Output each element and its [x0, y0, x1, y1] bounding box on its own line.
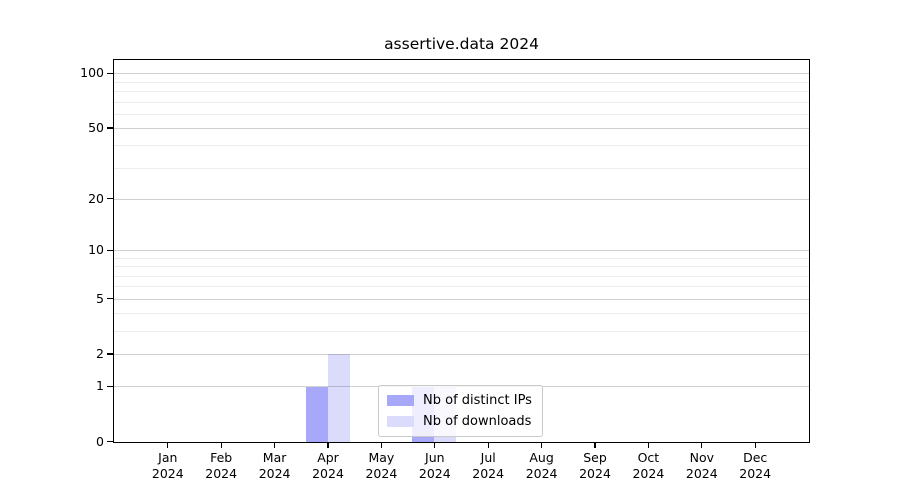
x-tick-mark: [647, 443, 650, 448]
x-tick-mark: [701, 443, 703, 448]
x-tick-mark: [220, 443, 222, 448]
y-major-gridline: [114, 73, 809, 75]
y-tick-label: 2: [96, 345, 104, 361]
bar-downloads: [327, 354, 350, 442]
x-tick-label: Apr 2024: [312, 450, 344, 481]
y-minor-gridline: [114, 330, 809, 332]
x-tick-mark: [273, 443, 276, 448]
legend-item: Nb of distinct IPs: [387, 391, 532, 410]
y-tick-label: 1: [96, 378, 104, 394]
y-tick-mark: [107, 72, 113, 75]
x-tick-label: May 2024: [365, 450, 398, 481]
y-tick-mark: [107, 297, 113, 300]
y-major-gridline: [114, 298, 809, 300]
x-tick-label: Jan 2024: [151, 450, 184, 481]
chart-title: assertive.data 2024: [384, 35, 539, 53]
legend-swatch: [387, 416, 414, 427]
x-tick-label: Jul 2024: [472, 450, 505, 481]
y-tick-mark: [107, 249, 113, 252]
x-tick-label: Sep 2024: [579, 450, 611, 481]
x-tick-label: Oct 2024: [632, 450, 665, 481]
y-tick-label: 10: [88, 242, 104, 258]
y-tick-mark: [107, 127, 113, 129]
x-tick-label: Nov 2024: [685, 450, 718, 481]
y-minor-gridline: [114, 81, 809, 83]
y-major-gridline: [114, 198, 809, 200]
y-minor-gridline: [114, 113, 809, 115]
y-minor-gridline: [114, 266, 809, 268]
x-tick-label: Feb 2024: [205, 450, 238, 481]
y-minor-gridline: [114, 275, 809, 277]
y-tick-label: 100: [80, 65, 104, 81]
y-minor-gridline: [114, 101, 809, 103]
y-major-gridline: [114, 250, 809, 252]
x-tick-label: Dec 2024: [739, 450, 772, 481]
y-minor-gridline: [114, 313, 809, 315]
x-tick-mark: [540, 443, 543, 448]
x-tick-mark: [327, 443, 329, 448]
y-tick-mark: [107, 353, 113, 355]
y-major-gridline: [114, 127, 809, 129]
y-tick-label: 5: [96, 290, 104, 306]
bar-distinct-ips: [305, 386, 328, 442]
legend-item: Nb of downloads: [387, 412, 532, 431]
x-tick-mark: [487, 443, 489, 448]
y-minor-gridline: [114, 286, 809, 288]
x-tick-mark: [434, 443, 436, 448]
y-minor-gridline: [114, 257, 809, 259]
plot-area: Nb of distinct IPs Nb of downloads: [113, 59, 810, 443]
legend: Nb of distinct IPs Nb of downloads: [378, 385, 543, 437]
y-minor-gridline: [114, 167, 809, 169]
x-tick-mark: [754, 443, 756, 448]
x-tick-mark: [380, 443, 383, 448]
x-tick-label: Aug 2024: [525, 450, 558, 481]
y-tick-mark: [107, 440, 113, 443]
legend-label: Nb of distinct IPs: [423, 393, 532, 408]
y-tick-mark: [107, 198, 113, 200]
y-tick-mark: [107, 385, 113, 387]
y-tick-label: 50: [88, 119, 104, 135]
y-major-gridline: [114, 353, 809, 355]
y-tick-label: 20: [88, 190, 104, 206]
legend-label: Nb of downloads: [423, 414, 532, 429]
x-tick-mark: [167, 443, 169, 448]
legend-swatch: [387, 395, 414, 406]
x-tick-label: Jun 2024: [418, 450, 451, 481]
x-tick-mark: [594, 443, 596, 448]
y-minor-gridline: [114, 145, 809, 147]
y-tick-label: 0: [96, 433, 104, 449]
y-minor-gridline: [114, 90, 809, 92]
x-tick-label: Mar 2024: [258, 450, 291, 481]
